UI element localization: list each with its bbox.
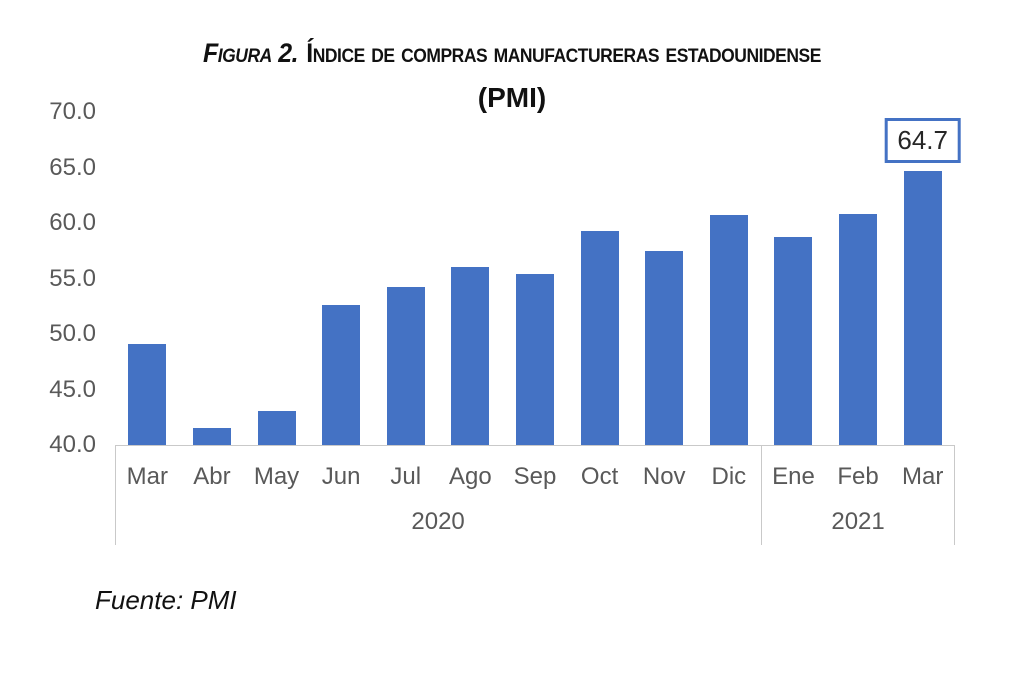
bar-may-2: [257, 410, 296, 445]
x-tick-label: Oct: [580, 463, 619, 490]
bar-mar-0: [128, 344, 167, 445]
y-tick-label: 45.0: [49, 375, 96, 403]
bar-ago-5: [451, 267, 490, 445]
bar-abr-1: [192, 428, 231, 445]
year-group-label: 2021: [831, 508, 885, 535]
axis-tick-line: [954, 445, 955, 545]
bar-dic-9: [709, 215, 748, 445]
x-tick-label: Ago: [449, 463, 492, 490]
x-tick-label: Abr: [193, 463, 231, 490]
x-tick-label: May: [253, 463, 300, 490]
chart-subtitle: (PMI): [477, 82, 547, 113]
bar-oct-7: [580, 230, 619, 445]
chart-title: Figura 2. Índice de compras manufacturera…: [41, 38, 983, 69]
x-tick-label: Mar: [902, 463, 944, 490]
axis-tick-line: [761, 445, 763, 545]
y-tick-label: 40.0: [49, 431, 96, 458]
bar-sep-6: [516, 274, 554, 445]
x-tick-label: Nov: [642, 463, 686, 490]
y-tick-label: 70.0: [49, 98, 96, 125]
source-note: Fuente: PMI: [95, 585, 237, 615]
x-tick-label: Sep: [513, 463, 557, 490]
axis-tick-line: [115, 445, 116, 545]
x-tick-label: Ene: [772, 463, 815, 490]
x-tick-label: Dic: [711, 463, 747, 490]
bar-mar-12: [903, 170, 942, 445]
x-tick-label: Jun: [321, 463, 361, 490]
bar-nov-8: [645, 250, 684, 445]
y-tick-label: 50.0: [49, 320, 96, 347]
x-tick-label: Mar: [126, 463, 168, 490]
y-tick-label: 65.0: [49, 153, 96, 181]
y-tick-label: 60.0: [49, 209, 96, 236]
bar-feb-11: [839, 214, 878, 445]
bar-jun-3: [322, 305, 361, 445]
chart-title-text: Índice de compras manufactureras estadou…: [306, 38, 821, 68]
x-tick-label: Feb: [837, 463, 879, 490]
bar-ene-10: [774, 237, 813, 445]
x-tick-label: Jul: [390, 463, 422, 490]
data-label-box: 64.7: [884, 117, 961, 163]
figure-number: Figura 2.: [203, 38, 299, 68]
bar-jul-4: [386, 287, 425, 445]
y-tick-label: 55.0: [49, 264, 96, 292]
plot-area: [115, 112, 955, 446]
year-group-label: 2020: [411, 508, 465, 535]
